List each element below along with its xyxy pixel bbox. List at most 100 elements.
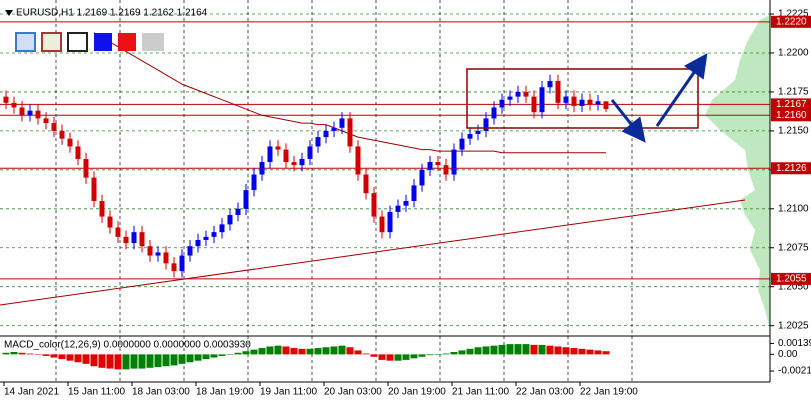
macd-bar [378, 354, 386, 360]
candle-body [315, 137, 321, 147]
macd-bar [282, 346, 290, 355]
candle-body [571, 96, 577, 106]
candle-body [187, 246, 193, 256]
macd-bar [482, 346, 490, 355]
candle-body [259, 162, 265, 175]
macd-bar [554, 346, 562, 355]
candle-body [91, 177, 97, 201]
candle-body [467, 134, 473, 139]
candle-body [563, 96, 569, 103]
candle-body [235, 208, 241, 216]
y-tick-label: 1.2225 [778, 9, 809, 20]
level-label: 1.2220 [776, 16, 807, 27]
macd-bar [442, 353, 450, 355]
x-tick-label: 18 Jan 19:00 [196, 387, 254, 398]
y-tick-label: 1.2075 [778, 242, 809, 253]
candle-body [595, 101, 601, 105]
macd-bar [18, 352, 26, 355]
macd-bar [234, 352, 242, 355]
candle-body [123, 236, 129, 244]
tool-button[interactable] [67, 32, 88, 52]
candle-body [515, 91, 521, 97]
macd-bar [490, 345, 498, 355]
macd-bar [538, 344, 546, 355]
macd-bar [242, 351, 250, 355]
candle-body [587, 99, 593, 105]
header-icon [5, 10, 13, 16]
macd-bar [450, 352, 458, 355]
candle-body [403, 201, 409, 206]
macd-bar [434, 354, 442, 355]
macd-bar [402, 354, 410, 360]
tool-button[interactable] [15, 32, 36, 52]
macd-bar [34, 354, 42, 355]
macd-bar [186, 354, 194, 363]
level-label: 1.2167 [776, 99, 807, 110]
candle-body [411, 185, 417, 201]
macd-bar [58, 354, 66, 360]
y-tick-label: 1.2150 [778, 126, 809, 137]
candle-body [267, 146, 273, 163]
candle-body [59, 130, 65, 139]
macd-bar [498, 344, 506, 355]
macd-bar [562, 347, 570, 355]
plot-layer [0, 0, 770, 382]
macd-bar [330, 346, 338, 355]
tool-button[interactable] [94, 33, 112, 51]
x-tick-label: 19 Jan 11:00 [260, 387, 318, 398]
candle-body [427, 162, 433, 170]
macd-bar [362, 353, 370, 355]
candle-body [363, 174, 369, 194]
candle-body [283, 149, 289, 163]
macd-bar [418, 354, 426, 357]
level-tag [771, 272, 811, 285]
candle-body [43, 118, 49, 124]
candle-body [547, 81, 553, 88]
x-tick-label: 20 Jan 19:00 [388, 387, 446, 398]
x-tick-label: 18 Jan 03:00 [132, 387, 190, 398]
macd-bar [354, 350, 362, 355]
tool-button[interactable] [142, 33, 164, 51]
y-tick-label: 1.2050 [778, 281, 809, 292]
macd-bar [570, 348, 578, 355]
macd-bar [250, 349, 258, 355]
candle-body [331, 127, 337, 131]
macd-bar [426, 354, 434, 356]
candle-body [163, 252, 169, 264]
candle-body [419, 169, 425, 186]
macd-bar [258, 348, 266, 355]
candle-body [11, 102, 17, 108]
candle-body [555, 81, 561, 103]
macd-bar [514, 344, 522, 355]
candle-body [451, 149, 457, 175]
tool-button[interactable] [118, 33, 136, 51]
macd-bar [546, 345, 554, 355]
tool-button[interactable] [41, 32, 62, 52]
arrow-up [655, 53, 708, 127]
macd-bar [466, 348, 474, 355]
macd-bar [218, 354, 226, 356]
macd-bar [394, 354, 402, 361]
macd-bar [90, 354, 98, 367]
macd-bar [138, 354, 146, 369]
level-tag [771, 109, 811, 122]
candle-body [603, 101, 609, 110]
macd-bar [602, 351, 610, 355]
macd-bar [322, 347, 330, 355]
candle-body [507, 96, 513, 100]
candle-body [339, 118, 345, 128]
candle-body [131, 232, 137, 244]
candle-body [379, 216, 385, 233]
candle-body [203, 236, 209, 240]
candle-body [323, 130, 329, 138]
x-tick-label: 22 Jan 03:00 [516, 387, 574, 398]
macd-y-tick-label: 0.00139 [778, 338, 811, 349]
macd-bar [298, 348, 306, 355]
macd-bar [130, 354, 138, 369]
candle-body [523, 91, 529, 97]
candle-body [435, 162, 441, 166]
level-label: 1.2160 [776, 110, 807, 121]
macd-bar [50, 354, 58, 358]
macd-bar [210, 354, 218, 358]
